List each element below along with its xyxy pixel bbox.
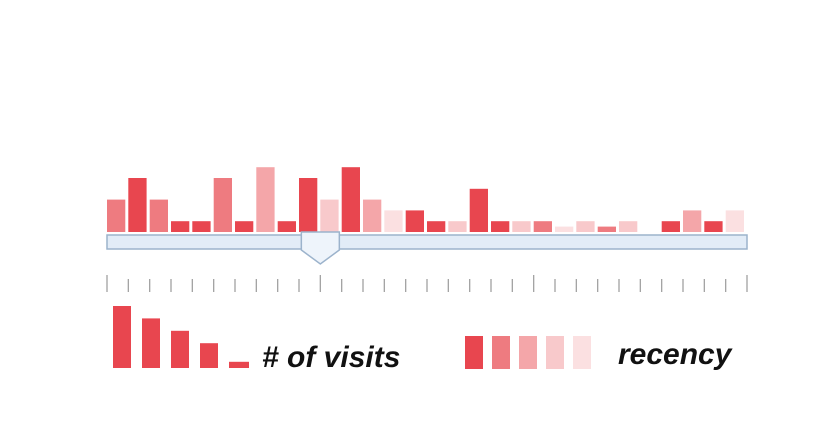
legend-recency-swatch: [573, 336, 591, 369]
histogram-bar: [320, 199, 339, 232]
timeline-slider[interactable]: [106, 231, 748, 265]
histogram-bar: [597, 226, 616, 232]
histogram-bar: [107, 199, 126, 232]
histogram-bar: [171, 221, 190, 232]
histogram-bar: [213, 178, 232, 232]
histogram-bar: [448, 221, 467, 232]
legend-recency-swatch: [492, 336, 510, 369]
histogram-bar: [277, 221, 296, 232]
legend-visits-swatch: [200, 343, 218, 368]
histogram-bar: [235, 221, 254, 232]
legend-visits-swatch: [142, 318, 160, 368]
legend-visits-label: # of visits: [262, 341, 400, 374]
histogram-bar: [683, 210, 702, 232]
histogram-bars: [107, 167, 744, 232]
histogram-bar: [704, 221, 723, 232]
histogram-bar: [405, 210, 424, 232]
histogram-bar: [725, 210, 744, 232]
timeline-ticks: [106, 275, 748, 292]
legend-recency-swatch: [465, 336, 483, 369]
legend-recency-swatch: [546, 336, 564, 369]
histogram-bar: [384, 210, 403, 232]
legend-recency: recency: [465, 336, 733, 371]
histogram-bar: [512, 221, 531, 232]
visits-swatches: [113, 306, 249, 368]
histogram-bar: [469, 188, 488, 232]
histogram-bar: [363, 199, 382, 232]
histogram-bar: [555, 226, 574, 232]
histogram-bar: [341, 167, 360, 232]
slider-track[interactable]: [106, 234, 748, 250]
histogram-bar: [619, 221, 638, 232]
histogram-bar: [149, 199, 168, 232]
recency-swatches: [465, 336, 591, 369]
legend-visits-swatch: [171, 330, 189, 368]
slider-thumb[interactable]: [300, 231, 341, 265]
histogram-bar: [533, 221, 552, 232]
legend-visits: # of visits: [113, 306, 400, 374]
histogram-bar: [661, 221, 680, 232]
legend-recency-swatch: [519, 336, 537, 369]
legend-visits-swatch: [113, 306, 131, 368]
histogram-bar: [256, 167, 275, 232]
histogram-bar: [427, 221, 446, 232]
histogram-bar: [576, 221, 595, 232]
legend-visits-swatch: [229, 361, 249, 368]
histogram-bar: [128, 178, 147, 232]
histogram-bar: [192, 221, 211, 232]
histogram-bar: [299, 178, 318, 232]
histogram-bar: [491, 221, 510, 232]
legend-recency-label: recency: [618, 338, 733, 371]
